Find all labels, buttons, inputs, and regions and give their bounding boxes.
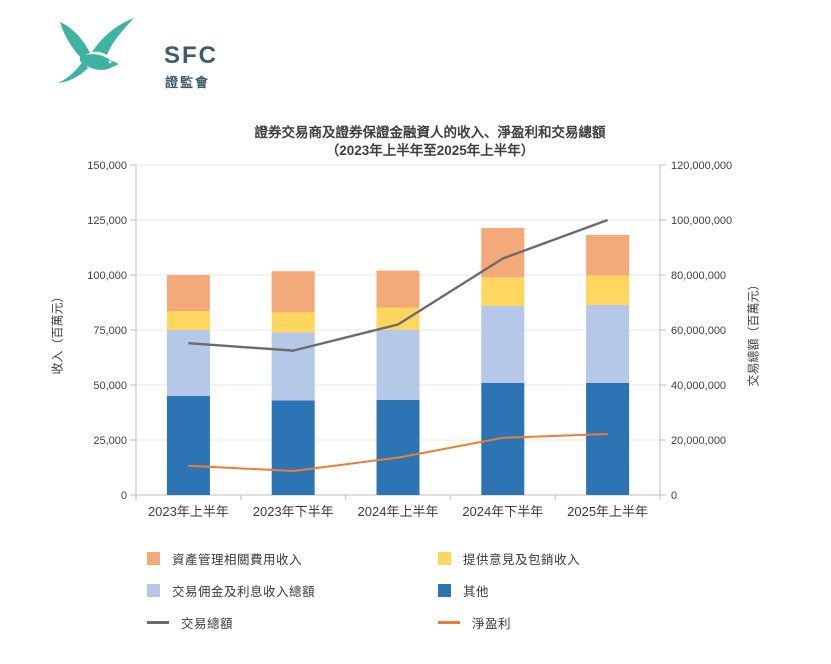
sfc-acronym: SFC [164,42,218,69]
legend-label: 淨盈利 [472,616,512,631]
left-tick-label: 75,000 [93,325,127,337]
legend-label: 提供意見及包銷收入 [463,552,581,567]
bar-segment [166,311,210,330]
legend-square-marker [438,551,451,565]
bar-segment [586,382,630,495]
bar-segment [166,330,210,396]
bar-segment [271,312,315,333]
bar-segment [166,396,210,495]
bar-segment [271,332,315,401]
sfc-chinese-name: 證監會 [165,75,211,90]
sfc-logo: SFC 證監會 [52,12,272,96]
chart-title: 證券交易商及證券保證金融資人的收入、淨盈利和交易總額 [254,125,606,140]
legend-square-marker [147,583,160,597]
x-category-label: 2024年上半年 [358,504,439,519]
bar-segment [376,399,420,495]
left-tick-label: 125,000 [87,215,127,227]
bar-segment [376,270,420,308]
left-tick-label: 100,000 [87,270,127,282]
legend-item: 交易佣金及利息收入總額 [147,581,438,600]
x-category-label: 2024年下半年 [462,504,543,519]
right-tick-label: 0 [671,490,677,502]
bar-segment [166,275,210,312]
legend-item: 提供意見及包銷收入 [438,549,580,568]
right-tick-label: 20,000,000 [671,435,726,447]
bar-segment [271,271,315,313]
legend-item: 其他 [438,581,580,600]
legend-item: 淨盈利 [438,613,580,632]
bar-segment [271,400,315,495]
legend-item: 資產管理相關費用收入 [147,549,438,568]
x-category-label: 2023年下半年 [253,504,334,519]
left-tick-label: 50,000 [93,380,127,392]
right-tick-label: 80,000,000 [671,270,726,282]
chart-subtitle: （2023年上半年至2025年上半年） [325,143,535,158]
bar-segment [481,306,525,383]
left-tick-label: 150,000 [87,160,127,172]
bar-segment [586,304,630,383]
sfc-falcon-icon [58,18,134,83]
bar-segment [376,330,420,400]
legend-label: 交易總額 [181,616,234,631]
legend-square-marker [438,583,451,597]
bar-segment [586,234,630,276]
legend-item: 交易總額 [147,613,438,632]
left-tick-label: 0 [121,490,127,502]
legend-label: 其他 [463,584,490,599]
right-tick-label: 100,000,000 [671,215,732,227]
x-category-label: 2023年上半年 [148,504,229,519]
legend-label: 資產管理相關費用收入 [172,552,303,567]
right-tick-label: 40,000,000 [671,380,726,392]
x-category-label: 2025年上半年 [567,504,648,519]
bar-segment [481,277,525,307]
right-tick-label: 60,000,000 [671,325,726,337]
legend: 資產管理相關費用收入 提供意見及包銷收入交易佣金及利息收入總額 其他交易總額 淨盈利 [147,542,580,638]
right-tick-label: 120,000,000 [671,160,732,172]
total-transactions-line [188,218,609,352]
legend-label: 交易佣金及利息收入總額 [172,584,316,599]
bar-segment [481,382,525,495]
legend-line-marker [438,620,460,624]
net-profit-line [188,433,608,473]
bar-segment [376,307,420,330]
legend-line-marker [147,620,169,624]
legend-square-marker [147,551,160,565]
left-tick-label: 25,000 [93,435,127,447]
bar-segment [586,275,630,305]
